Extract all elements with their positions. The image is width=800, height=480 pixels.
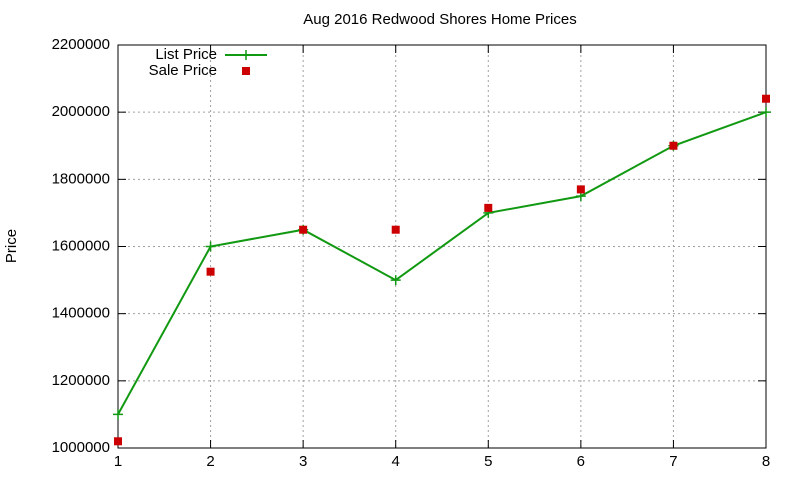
x-tick-label: 1 [114, 453, 122, 470]
legend-label: Sale Price [149, 62, 217, 79]
point [762, 94, 770, 103]
point [391, 225, 400, 234]
point [113, 409, 123, 420]
point [114, 437, 122, 446]
plot-border [117, 44, 767, 449]
point [390, 275, 401, 286]
x-tick-label: 8 [762, 453, 770, 470]
legend-marker [241, 50, 251, 60]
chart-title: Aug 2016 Redwood Shores Home Prices [303, 11, 577, 28]
x-tick-label: 7 [669, 453, 677, 470]
y-tick-label: 1200000 [52, 372, 110, 389]
y-axis-label: Price [3, 229, 20, 263]
point [761, 107, 771, 118]
y-tick-label: 1000000 [52, 439, 110, 456]
y-tick-label: 2000000 [52, 103, 110, 120]
point [205, 241, 216, 252]
y-tick-label: 2200000 [52, 36, 110, 53]
point [484, 203, 493, 212]
point [576, 185, 585, 194]
x-tick-label: 5 [484, 453, 492, 470]
point [669, 141, 678, 150]
x-tick-label: 4 [392, 453, 400, 470]
y-tick-label: 1600000 [52, 237, 110, 254]
y-tick-label: 1800000 [52, 170, 110, 187]
point [206, 267, 215, 276]
y-tick-label: 1400000 [52, 305, 110, 322]
series-line [117, 111, 767, 415]
x-tick-label: 6 [577, 453, 585, 470]
point [299, 225, 308, 234]
x-tick-label: 3 [299, 453, 307, 470]
legend-label: List Price [155, 46, 217, 63]
legend-marker [242, 67, 250, 75]
x-tick-label: 2 [206, 453, 214, 470]
